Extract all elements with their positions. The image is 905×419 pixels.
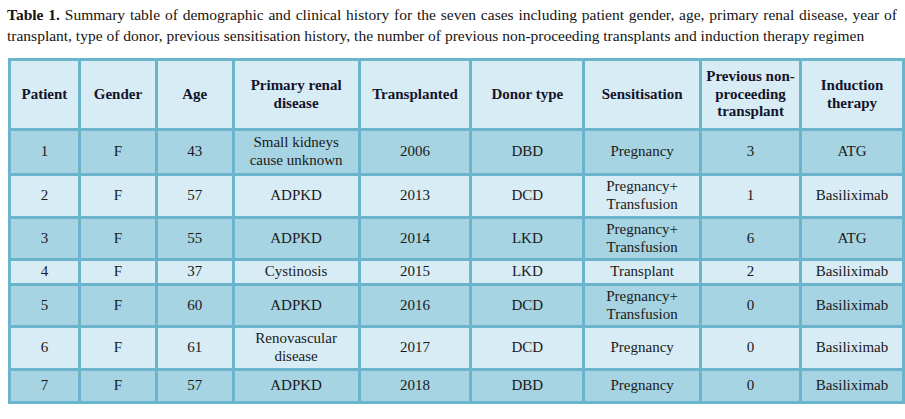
cell-transplanted: 2014 [359,218,471,260]
cell-gender: F [79,285,156,327]
table-row: 6 F 61 Renovascular disease 2017 DCD Pre… [10,327,904,369]
cell-donor-type: DBD [471,130,584,175]
cell-induction-therapy: Basiliximab [801,327,904,369]
cell-patient: 5 [10,285,80,327]
cell-donor-type: DCD [471,175,584,218]
cell-age: 60 [156,285,233,327]
cell-transplanted: 2015 [359,260,471,285]
cell-induction-therapy: Basiliximab [801,260,904,285]
cell-transplanted: 2013 [359,175,471,218]
header-row: Patient Gender Age Primary renal disease… [10,60,904,130]
cell-donor-type: DBD [471,369,584,402]
cell-transplanted: 2006 [359,130,471,175]
cell-age: 57 [156,175,233,218]
summary-table: Patient Gender Age Primary renal disease… [8,58,905,404]
column-header-induction-therapy: Induction therapy [801,60,904,130]
cell-transplanted: 2017 [359,327,471,369]
cell-age: 37 [156,260,233,285]
cell-age: 43 [156,130,233,175]
cell-patient: 4 [10,260,80,285]
cell-sensitisation: Pregnancy [584,130,701,175]
cell-sensitisation: Transplant [584,260,701,285]
cell-gender: F [79,260,156,285]
table-caption-label: Table 1. [7,6,60,23]
cell-donor-type: DCD [471,285,584,327]
cell-primary-renal-disease: Cystinosis [233,260,359,285]
table-row: 4 F 37 Cystinosis 2015 LKD Transplant 2 … [10,260,904,285]
table-row: 7 F 57 ADPKD 2018 DBD Pregnancy 0 Basili… [10,369,904,402]
cell-primary-renal-disease: Renovascular disease [233,327,359,369]
cell-previous-non-proceeding: 0 [701,327,801,369]
table-row: 1 F 43 Small kidneys cause unknown 2006 … [10,130,904,175]
cell-previous-non-proceeding: 0 [701,285,801,327]
cell-gender: F [79,218,156,260]
table-caption-text: Summary table of demographic and clinica… [7,6,897,44]
column-header-sensitisation: Sensitisation [584,60,701,130]
cell-patient: 3 [10,218,80,260]
column-header-patient: Patient [10,60,80,130]
cell-patient: 1 [10,130,80,175]
cell-gender: F [79,369,156,402]
cell-induction-therapy: Basiliximab [801,175,904,218]
cell-gender: F [79,130,156,175]
cell-patient: 2 [10,175,80,218]
cell-primary-renal-disease: Small kidneys cause unknown [233,130,359,175]
cell-primary-renal-disease: ADPKD [233,218,359,260]
table-caption: Table 1. Summary table of demographic an… [7,5,897,46]
cell-previous-non-proceeding: 0 [701,369,801,402]
cell-induction-therapy: Basiliximab [801,285,904,327]
cell-transplanted: 2016 [359,285,471,327]
cell-patient: 6 [10,327,80,369]
cell-previous-non-proceeding: 2 [701,260,801,285]
cell-induction-therapy: Basiliximab [801,369,904,402]
cell-age: 55 [156,218,233,260]
cell-previous-non-proceeding: 1 [701,175,801,218]
cell-primary-renal-disease: ADPKD [233,175,359,218]
cell-gender: F [79,327,156,369]
column-header-gender: Gender [79,60,156,130]
cell-induction-therapy: ATG [801,130,904,175]
cell-previous-non-proceeding: 3 [701,130,801,175]
table-row: 3 F 55 ADPKD 2014 LKD Pregnancy+ Transfu… [10,218,904,260]
cell-sensitisation: Pregnancy+ Transfusion [584,218,701,260]
column-header-previous-non-proceeding-transplant: Previous non-proceeding transplant [701,60,801,130]
cell-gender: F [79,175,156,218]
cell-age: 57 [156,369,233,402]
cell-donor-type: LKD [471,218,584,260]
cell-donor-type: DCD [471,327,584,369]
cell-donor-type: LKD [471,260,584,285]
cell-sensitisation: Pregnancy [584,327,701,369]
column-header-age: Age [156,60,233,130]
cell-sensitisation: Pregnancy+ Transfusion [584,175,701,218]
cell-patient: 7 [10,369,80,402]
cell-sensitisation: Pregnancy [584,369,701,402]
paper-page: Table 1. Summary table of demographic an… [0,0,905,419]
cell-primary-renal-disease: ADPKD [233,285,359,327]
column-header-donor-type: Donor type [471,60,584,130]
cell-primary-renal-disease: ADPKD [233,369,359,402]
table-row: 2 F 57 ADPKD 2013 DCD Pregnancy+ Transfu… [10,175,904,218]
cell-sensitisation: Pregnancy+ Transfusion [584,285,701,327]
cell-age: 61 [156,327,233,369]
column-header-transplanted: Transplanted [359,60,471,130]
cell-induction-therapy: ATG [801,218,904,260]
column-header-primary-renal-disease: Primary renal disease [233,60,359,130]
cell-previous-non-proceeding: 6 [701,218,801,260]
cell-transplanted: 2018 [359,369,471,402]
table-row: 5 F 60 ADPKD 2016 DCD Pregnancy+ Transfu… [10,285,904,327]
